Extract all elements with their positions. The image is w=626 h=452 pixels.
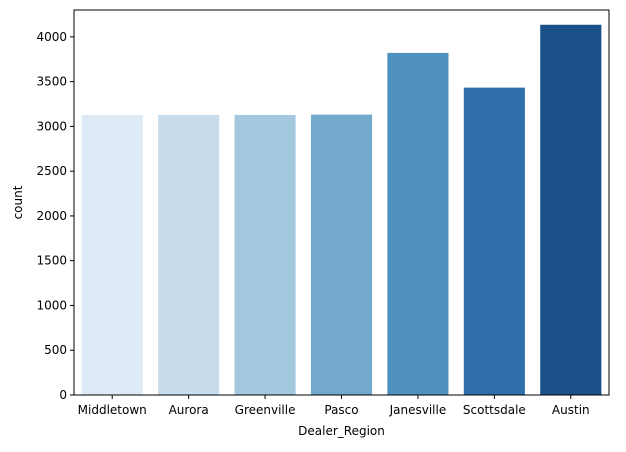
bar-austin <box>540 24 602 396</box>
x-tick-label: Austin <box>552 403 590 417</box>
x-tick-label: Greenville <box>235 403 296 417</box>
y-tick-label: 3500 <box>36 75 67 89</box>
bar-aurora <box>158 114 220 396</box>
y-tick-label: 0 <box>59 388 67 402</box>
x-tick-label: Scottsdale <box>463 403 526 417</box>
x-tick-label: Middletown <box>78 403 147 417</box>
y-axis-title: count <box>11 185 25 219</box>
bar-greenville <box>234 114 296 396</box>
x-axis: Middletown Aurora Greenville Pasco Janesvill… <box>78 395 590 417</box>
y-tick-label: 1500 <box>36 254 67 268</box>
y-axis: 0 500 1000 1500 2000 2500 3000 3500 4000 <box>36 30 74 402</box>
y-tick-label: 2000 <box>36 209 67 223</box>
bars-layer <box>81 24 602 396</box>
y-tick-label: 500 <box>44 343 67 357</box>
bar-middletown <box>81 114 143 396</box>
bar-scottsdale <box>463 87 525 396</box>
x-tick-label: Pasco <box>324 403 358 417</box>
y-tick-label: 2500 <box>36 164 67 178</box>
y-tick-label: 3000 <box>36 119 67 133</box>
y-tick-label: 1000 <box>36 298 67 312</box>
bar-janesville <box>387 52 449 396</box>
y-tick-label: 4000 <box>36 30 67 44</box>
bar-pasco <box>310 114 373 395</box>
x-tick-label: Aurora <box>169 403 209 417</box>
x-tick-label: Janesville <box>389 403 447 417</box>
x-axis-title: Dealer_Region <box>298 424 385 438</box>
plot-frame <box>73 9 610 396</box>
